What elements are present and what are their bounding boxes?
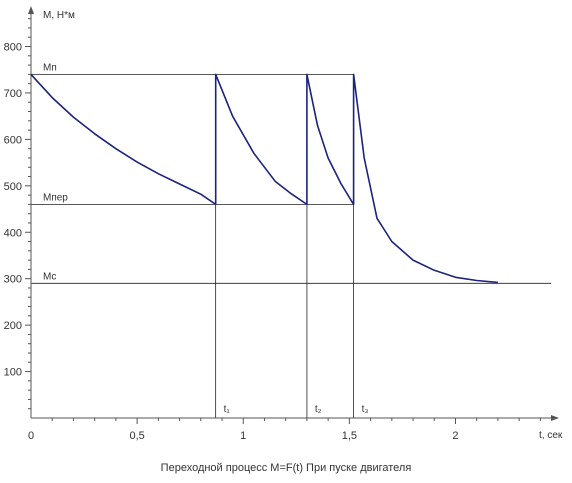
y-tick-label: 800 xyxy=(4,42,22,54)
x-tick-label: 2 xyxy=(452,430,458,442)
ticks: 100 200 300 400 500 600 700 800 0 0,5 1 1,5 2 xyxy=(4,18,541,442)
series xyxy=(30,73,498,284)
reference-lines xyxy=(31,73,551,284)
y-tick-label: 300 xyxy=(4,274,22,286)
y-tick-label: 100 xyxy=(4,367,22,379)
x-axis-arrow xyxy=(551,415,559,421)
reference-line-label: Mс xyxy=(43,271,56,282)
chart-title: Переходной процесс M=F(t) При пуске двиг… xyxy=(160,462,412,474)
switch-time-label: t₁ xyxy=(224,404,231,415)
x-tick-label: 1,5 xyxy=(342,430,357,442)
y-tick-label: 400 xyxy=(4,227,22,239)
y-axis-label: M, H*м xyxy=(43,10,75,21)
y-tick-label: 600 xyxy=(4,134,22,146)
switch-time-label: t₂ xyxy=(315,404,322,415)
y-tick-label: 500 xyxy=(4,181,22,193)
y-tick-label: 700 xyxy=(4,88,22,100)
x-axis-label: t, сек xyxy=(539,430,563,441)
switch-time-label: t₃ xyxy=(362,404,369,415)
x-tick-label: 0 xyxy=(28,430,34,442)
x-tick-label: 0,5 xyxy=(129,430,144,442)
y-tick-label: 200 xyxy=(4,320,22,332)
x-tick-label: 1 xyxy=(240,430,246,442)
switch-time-lines xyxy=(215,74,355,418)
reference-line-label: Mп xyxy=(43,62,57,73)
axes xyxy=(28,6,559,421)
series-line xyxy=(30,73,498,284)
reference-line-label: Mпер xyxy=(43,192,68,203)
y-axis-arrow xyxy=(28,6,34,14)
labels: M, H*м t, сек Mп Mпер Mс t₁ t₂ t₃ xyxy=(43,10,563,441)
